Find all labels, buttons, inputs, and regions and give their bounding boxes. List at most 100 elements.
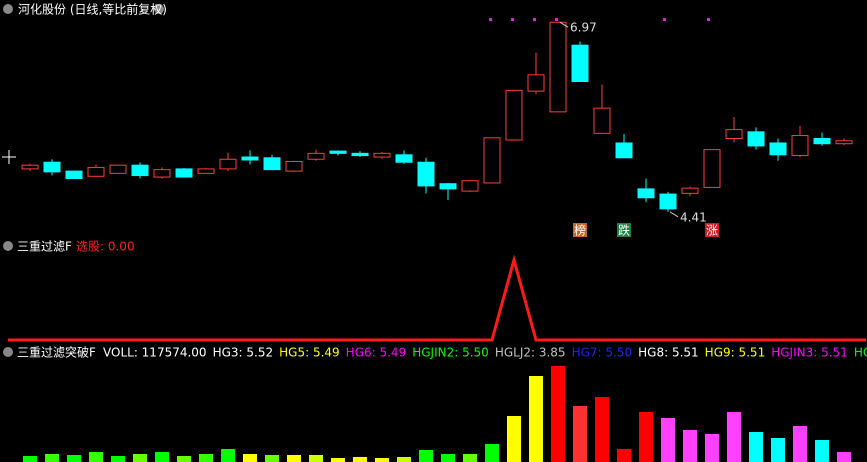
annotation-arrow bbox=[559, 21, 569, 28]
volume-bar bbox=[353, 457, 367, 462]
candle-body bbox=[285, 160, 303, 172]
volume-bar bbox=[551, 366, 565, 462]
candle-body bbox=[527, 74, 545, 92]
candle-body bbox=[109, 164, 127, 174]
legend-item: HG6: 5.49 bbox=[346, 346, 407, 360]
candle-body bbox=[483, 137, 501, 184]
candle-body bbox=[725, 129, 743, 140]
volume-bar bbox=[309, 455, 323, 462]
legend-item: HGLJ2: 3.85 bbox=[495, 346, 566, 360]
volume-bar bbox=[89, 452, 103, 462]
candle-body bbox=[835, 140, 853, 145]
volume-bar bbox=[639, 412, 653, 462]
panel-subtitle: 选股: 0.00 bbox=[76, 240, 135, 254]
volume-bar bbox=[507, 416, 521, 462]
candle-body bbox=[131, 164, 149, 177]
candle-body bbox=[791, 135, 809, 157]
candle-body bbox=[637, 188, 655, 199]
legend-item: HG5: 5.49 bbox=[279, 346, 340, 360]
legend-item: HG3: 5.52 bbox=[213, 346, 274, 360]
volume-bar bbox=[595, 397, 609, 462]
volume-bar bbox=[221, 449, 235, 462]
candle-body bbox=[65, 170, 83, 180]
candle-body bbox=[175, 168, 193, 178]
volume-bar bbox=[133, 454, 147, 462]
candle-body bbox=[43, 161, 61, 173]
candle-body bbox=[461, 180, 479, 192]
volume-bar bbox=[485, 444, 499, 462]
candle-body bbox=[351, 152, 369, 157]
candle-body bbox=[395, 154, 413, 163]
volume-bar bbox=[419, 450, 433, 462]
legend-item: HG8: 5.51 bbox=[638, 346, 699, 360]
volume-bar bbox=[683, 430, 697, 462]
volume-bar bbox=[287, 455, 301, 462]
candle-body bbox=[681, 187, 699, 194]
volume-bar bbox=[727, 412, 741, 462]
candle-body bbox=[813, 138, 831, 145]
volume-bar bbox=[45, 454, 59, 462]
legend-item: HG7: 5.50 bbox=[572, 346, 633, 360]
volume-bar bbox=[771, 438, 785, 462]
volume-bar bbox=[111, 456, 125, 462]
volume-bar bbox=[749, 432, 763, 462]
volume-bar bbox=[815, 440, 829, 462]
collapse-icon[interactable] bbox=[3, 4, 13, 14]
volume-bar bbox=[177, 456, 191, 462]
signal-box bbox=[705, 223, 719, 237]
candle-body bbox=[593, 107, 611, 134]
volume-bar bbox=[243, 454, 257, 462]
candle-body bbox=[747, 131, 765, 147]
annotation: 4.41 bbox=[680, 210, 707, 224]
volume-bar bbox=[67, 455, 81, 462]
volume-bar bbox=[199, 454, 213, 462]
candle-body bbox=[329, 150, 347, 154]
panel-title: 三重过滤突破F bbox=[17, 345, 96, 360]
chart-title: 河化股份 (日线,等比前复权) bbox=[18, 2, 167, 17]
volume-bar bbox=[375, 458, 389, 462]
volume-bar bbox=[529, 376, 543, 462]
legend-item: HGHG3: 7.14 bbox=[854, 346, 867, 360]
candle-body bbox=[417, 161, 435, 187]
volume-bar bbox=[155, 452, 169, 462]
collapse-icon[interactable] bbox=[3, 241, 13, 251]
candle-body bbox=[549, 21, 567, 113]
signal: 榜 bbox=[574, 223, 586, 238]
candle-body bbox=[219, 158, 237, 170]
volume-bar bbox=[23, 456, 37, 462]
volume-bar bbox=[397, 457, 411, 462]
candle-body bbox=[659, 193, 677, 210]
candle-body bbox=[263, 157, 281, 171]
candle-body bbox=[87, 166, 105, 177]
legend-item: HGJIN3: 5.51 bbox=[771, 346, 848, 360]
candle-body bbox=[505, 89, 523, 141]
volume-bar bbox=[441, 454, 455, 462]
candle-body bbox=[197, 168, 215, 174]
candle-body bbox=[769, 142, 787, 156]
candle-body bbox=[153, 169, 171, 178]
signal-box bbox=[617, 223, 631, 237]
volume-bar bbox=[661, 418, 675, 462]
volume-bar bbox=[331, 458, 345, 462]
candle-body bbox=[241, 156, 259, 161]
annotation: 6.97 bbox=[570, 21, 597, 35]
volume-bar bbox=[837, 452, 851, 462]
signal-line bbox=[8, 254, 866, 342]
signal-box bbox=[573, 223, 587, 237]
panel-title: 三重过滤F bbox=[17, 240, 72, 254]
collapse-icon[interactable] bbox=[3, 347, 13, 357]
volume-bar bbox=[463, 454, 477, 462]
signal: 跌 bbox=[618, 223, 630, 238]
candle-body bbox=[307, 152, 325, 160]
signal: 涨 bbox=[706, 223, 718, 238]
annotation-arrow bbox=[669, 211, 679, 218]
volume-bar bbox=[265, 455, 279, 462]
volume-bar bbox=[705, 434, 719, 462]
legend-item: VOLL: 117574.00 bbox=[103, 346, 207, 360]
candle-body bbox=[571, 44, 589, 82]
candle-body bbox=[373, 152, 391, 158]
volume-bar bbox=[573, 406, 587, 462]
collapse-icon[interactable] bbox=[154, 4, 164, 14]
